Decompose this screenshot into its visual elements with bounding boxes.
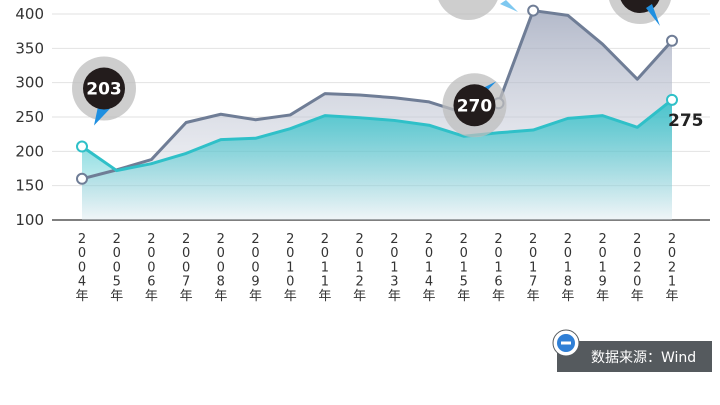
series-0-line xyxy=(81,9,674,181)
y-tick-label: 100 xyxy=(15,211,44,229)
callout-label: 203 xyxy=(86,80,122,100)
callout-pointer-offscreen xyxy=(646,4,660,26)
callout-pointer-offscreen xyxy=(500,0,518,12)
y-tick-label: 200 xyxy=(15,142,44,160)
callout-pointer xyxy=(94,106,112,126)
x-axis-ticks: 2 0 0 4 年 2 0 0 5 年 2 0 0 6 年 2 0 0 7 年 2 0 0 8 年 2 0 0 9 年 2 0 1 0 年 2 0 1 1 年… xyxy=(75,232,678,304)
data-point xyxy=(527,4,540,17)
data-point xyxy=(666,34,678,47)
minus-circle-icon xyxy=(552,329,580,357)
series-lines xyxy=(81,9,674,181)
y-tick-label: 150 xyxy=(15,177,44,195)
y-tick-label: 400 xyxy=(15,5,44,23)
data-callouts: 203 270 275 xyxy=(72,0,704,138)
data-points xyxy=(76,4,678,185)
callout-bubble xyxy=(453,84,496,127)
series-1-area xyxy=(82,99,672,220)
data-point xyxy=(666,93,678,106)
data-point xyxy=(76,172,88,185)
source-text: 数据来源：Wind xyxy=(591,350,697,366)
y-tick-label: 350 xyxy=(15,39,44,57)
series-1-line xyxy=(81,98,673,173)
y-tick-label: 250 xyxy=(15,108,44,126)
data-point xyxy=(76,140,88,153)
callout-halo-offscreen xyxy=(438,0,498,20)
y-tick-label: 300 xyxy=(15,74,44,92)
series-areas xyxy=(82,10,672,221)
data-label: 275 xyxy=(668,111,704,131)
callout-label: 270 xyxy=(457,96,493,116)
callout-bubble xyxy=(83,67,125,110)
source-badge xyxy=(557,341,712,372)
y-axis-ticks: 100 150 200 250 300 350 400 xyxy=(15,5,44,229)
